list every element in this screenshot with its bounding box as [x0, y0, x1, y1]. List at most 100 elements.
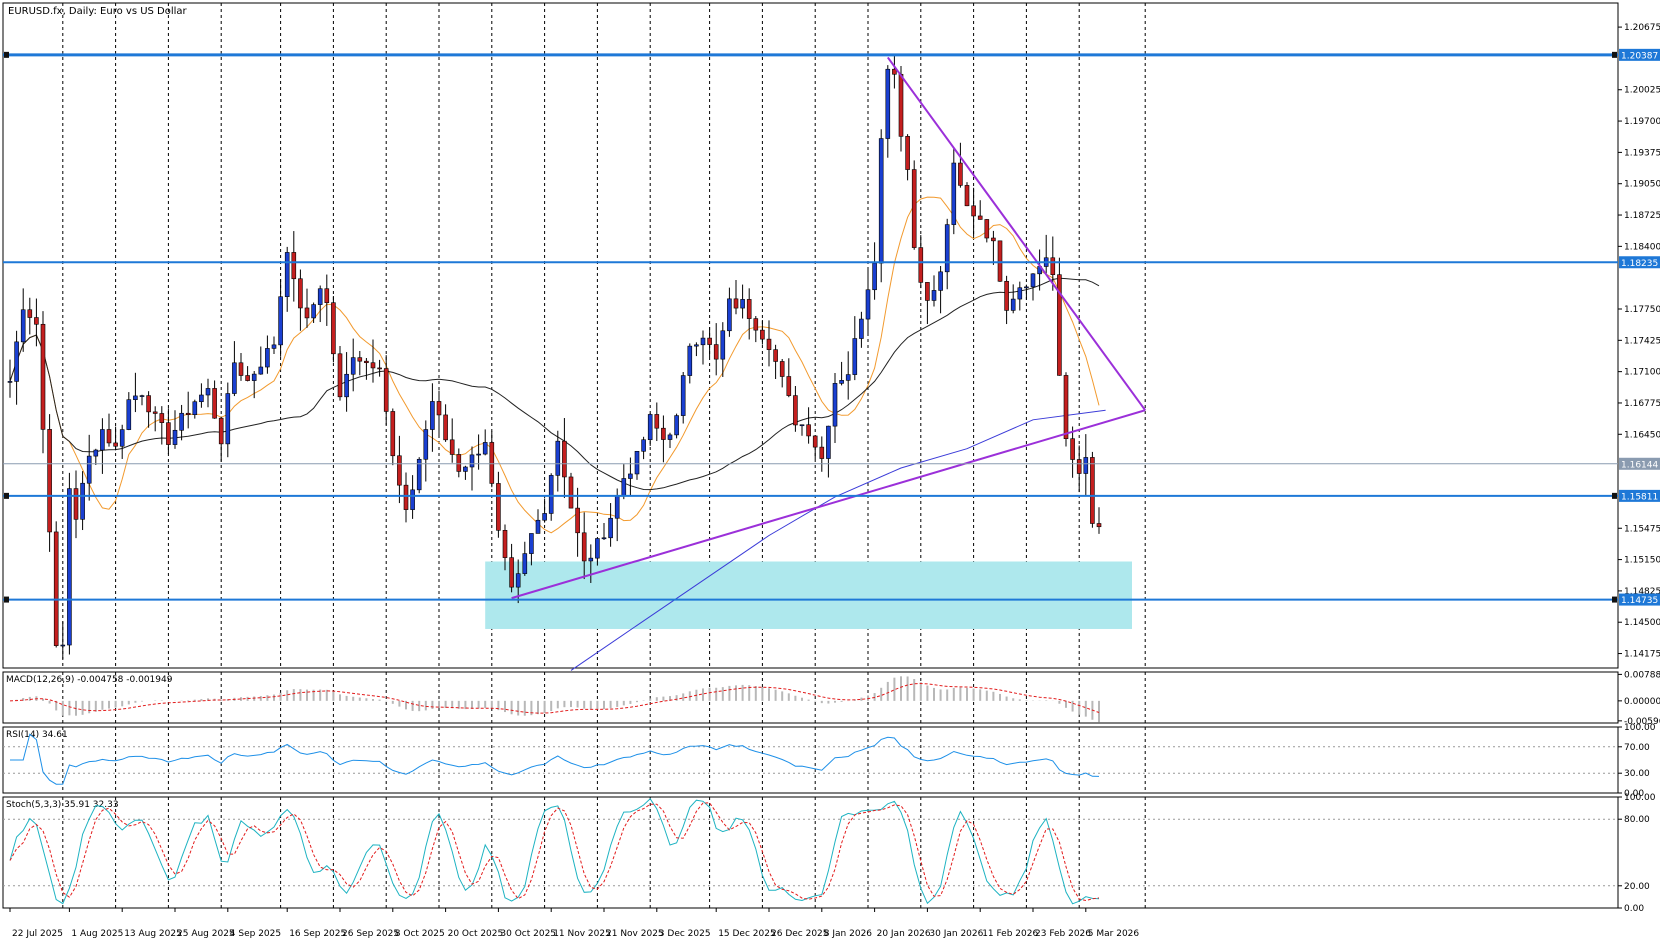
candle-body	[766, 338, 772, 350]
candle-body	[727, 298, 732, 332]
candle-body	[185, 412, 191, 415]
candle-body	[489, 442, 495, 484]
candle-body	[14, 341, 19, 382]
candle-body	[416, 458, 422, 491]
candle-body	[938, 271, 943, 291]
price-level-label: 1.16144	[1621, 460, 1658, 470]
candle-body	[647, 414, 653, 441]
candle-body	[898, 73, 904, 137]
date-label: 4 Sep 2025	[230, 929, 281, 939]
candle-body	[298, 278, 303, 309]
candle-body	[502, 530, 508, 558]
candle-body	[27, 309, 33, 318]
candle-body	[159, 413, 165, 423]
candle-body	[522, 553, 528, 574]
candle-body	[449, 439, 455, 455]
candle-body	[1050, 257, 1056, 275]
candle-body	[634, 450, 640, 475]
candle-body	[878, 138, 884, 264]
date-label: 15 Dec 2025	[718, 929, 776, 939]
candle-body	[542, 513, 547, 521]
candle-body	[1096, 523, 1102, 528]
macd-signal-line	[9, 682, 1100, 714]
price-tick-label: 1.19050	[1624, 180, 1660, 190]
candle-body	[126, 399, 132, 430]
candle-body	[47, 429, 52, 533]
candle-body	[403, 484, 409, 510]
date-label: 20 Oct 2025	[448, 929, 504, 939]
candle-body	[865, 289, 871, 320]
price-level-label: 1.18235	[1621, 259, 1658, 269]
candle-body	[390, 411, 396, 457]
candle-body	[786, 376, 792, 396]
candle-body	[370, 362, 376, 369]
indicator-tick-label: 80.00	[1624, 815, 1650, 825]
candle-body	[7, 381, 13, 383]
candle-body	[443, 414, 448, 441]
indicator-tick-label: 0.00	[1624, 789, 1644, 799]
indicator-tick-label: -0.005960	[1624, 717, 1660, 727]
price-level-handle	[4, 596, 9, 603]
candle-body	[199, 394, 204, 403]
candle-body	[152, 411, 158, 414]
date-label: 11 Nov 2025	[553, 929, 611, 939]
candle-body	[971, 205, 976, 217]
candle-body	[997, 240, 1003, 282]
candle-body	[581, 532, 587, 562]
date-label: 20 Jan 2026	[877, 929, 931, 939]
candle-body	[119, 429, 125, 447]
candle-body	[232, 362, 237, 394]
candle-body	[212, 388, 217, 419]
price-level-label: 1.14735	[1621, 596, 1658, 606]
stoch-signal-line	[9, 802, 1100, 902]
candle-body	[86, 455, 92, 484]
candle-body	[205, 388, 211, 396]
candle-body	[812, 435, 818, 448]
candle-body	[608, 517, 613, 539]
candle-body	[245, 375, 250, 381]
date-label: 22 Jul 2025	[12, 929, 63, 939]
candle-body	[133, 395, 138, 400]
price-tick-label: 1.14500	[1624, 618, 1660, 628]
pane-frame-main	[2, 2, 1619, 669]
candle-body	[984, 219, 990, 239]
candle-body	[179, 412, 184, 431]
candle-body	[713, 344, 719, 360]
indicator-label-stoch: Stoch(5,3,3) 35.91 32.33	[6, 800, 119, 810]
indicator-tick-label: 20.00	[1624, 882, 1650, 892]
price-tick-label: 1.15475	[1624, 524, 1660, 534]
candle-body	[1004, 280, 1009, 311]
candle-body	[555, 440, 561, 476]
candle-body	[667, 434, 673, 440]
candle-body	[397, 455, 402, 486]
candle-body	[1070, 438, 1075, 460]
candle-body	[654, 414, 660, 429]
date-label: 3 Dec 2025	[659, 929, 711, 939]
indicator-tick-label: 100.00	[1624, 793, 1656, 803]
candle-body	[575, 507, 580, 534]
candle-body	[628, 473, 633, 479]
candle-body	[740, 299, 745, 309]
candle-body	[793, 395, 798, 426]
date-label: 8 Oct 2025	[395, 929, 445, 939]
candle-body	[819, 446, 825, 459]
candle-body	[1024, 286, 1029, 289]
candle-body	[892, 68, 897, 75]
candle-body	[845, 374, 851, 381]
candle-body	[760, 329, 765, 340]
support-zone	[485, 561, 1132, 629]
candle-body	[753, 318, 759, 331]
candle-body	[509, 557, 514, 588]
candle-body	[482, 442, 488, 455]
price-tick-label: 1.15150	[1624, 556, 1660, 566]
pane-frame-rsi	[2, 726, 1619, 794]
candle-body	[661, 427, 666, 440]
candle-body	[350, 357, 356, 375]
candle-body	[951, 162, 957, 225]
candle-body	[1083, 457, 1089, 474]
candle-body	[872, 262, 877, 291]
candle-body	[746, 299, 752, 319]
pane-frame-macd	[2, 671, 1619, 724]
candle-body	[225, 393, 231, 445]
